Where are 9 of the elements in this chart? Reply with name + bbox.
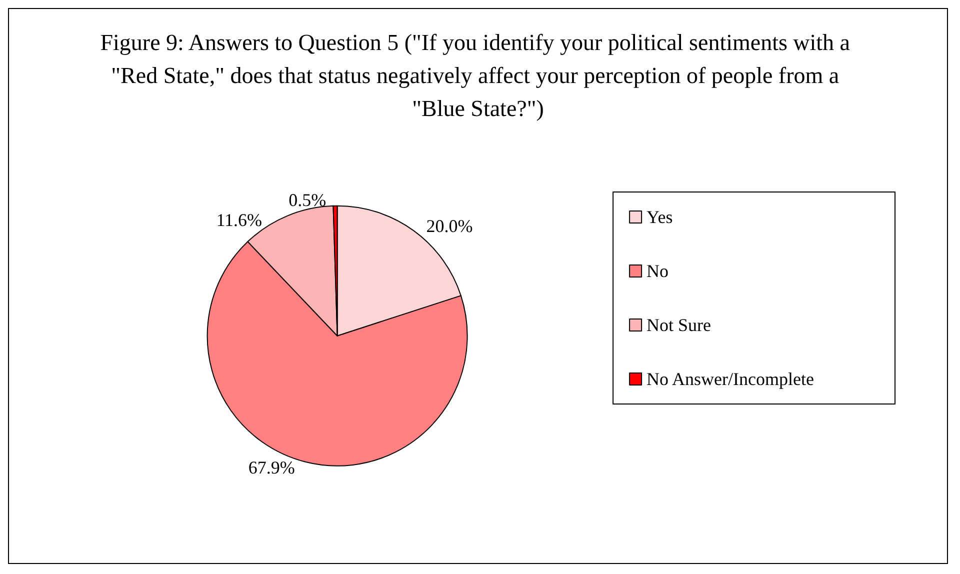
data-label: 20.0% [426,216,473,236]
legend-label: No Answer/Incomplete [646,369,814,389]
legend-label: Yes [646,207,673,227]
data-label: 0.5% [288,190,326,210]
data-label: 67.9% [248,458,295,478]
legend-label: No [646,261,669,281]
data-label: 11.6% [216,210,262,230]
chart-title: Figure 9: Answers to Question 5 ("If you identify your political sentiments with a "Red State," does that status negatively affect your perception of people from a "Blue State?") [100,30,856,121]
legend-label: Not Sure [646,315,712,335]
